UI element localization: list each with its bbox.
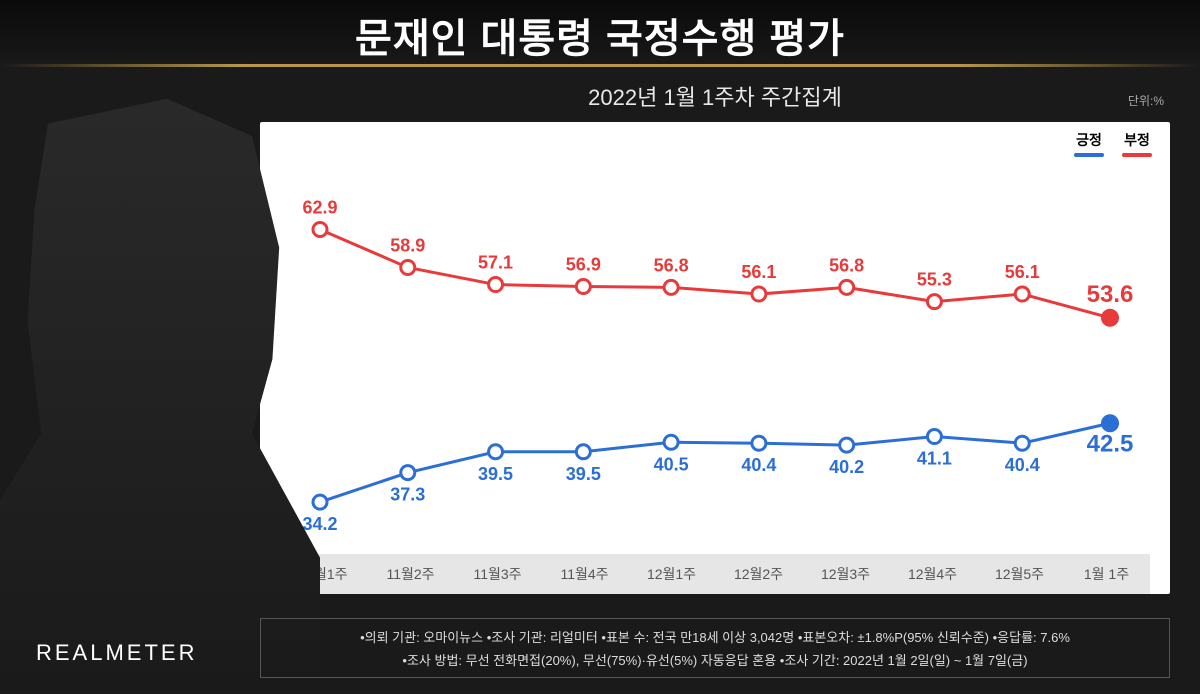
main-title: 문재인 대통령 국정수행 평가 (355, 6, 845, 64)
value-label-negative: 56.8 (829, 255, 864, 275)
marker-negative (927, 295, 941, 309)
value-label-negative: 56.1 (1005, 262, 1040, 282)
plot-area: 62.9 58.9 57.1 56.9 56.8 56.1 56.8 55.3 56.1 53.6… (280, 162, 1150, 542)
marker-positive (1015, 436, 1029, 450)
x-tick: 12월2주 (715, 554, 802, 594)
unit-label: 단위:% (1128, 92, 1164, 109)
marker-positive (840, 438, 854, 452)
value-label-negative: 62.9 (302, 197, 337, 217)
marker-positive (927, 430, 941, 444)
value-label-positive: 42.5 (1087, 430, 1134, 457)
series-line-positive (320, 423, 1110, 502)
x-tick: 11월4주 (541, 554, 628, 594)
marker-negative (1015, 287, 1029, 301)
value-label-positive: 40.4 (741, 455, 776, 475)
marker-positive (664, 435, 678, 449)
value-label-positive: 41.1 (917, 449, 952, 469)
x-axis: 11월1주11월2주11월3주11월4주12월1주12월2주12월3주12월4주… (280, 554, 1150, 594)
chart-card: 긍정 부정 62.9 58.9 57.1 56.9 56.8 56.1 56.8 55.3 56… (260, 122, 1170, 594)
legend-negative-swatch (1122, 153, 1152, 157)
marker-positive (401, 466, 415, 480)
subtitle: 2022년 1월 1주차 주간집계 (260, 80, 1170, 112)
survey-footnote: •의뢰 기관: 오마이뉴스 •조사 기관: 리얼미터 •표본 수: 전국 만18… (260, 618, 1170, 678)
value-label-negative: 56.8 (654, 255, 689, 275)
value-label-positive: 40.2 (829, 457, 864, 477)
series-line-negative (320, 229, 1110, 317)
x-tick: 12월5주 (976, 554, 1063, 594)
value-label-negative: 56.9 (566, 254, 601, 274)
footnote-line-2: •조사 방법: 무선 전화면접(20%), 무선(75%)·유선(5%) 자동응… (279, 650, 1151, 669)
x-tick: 11월2주 (367, 554, 454, 594)
x-tick: 12월3주 (802, 554, 889, 594)
legend-negative-label: 부정 (1124, 130, 1150, 150)
value-label-positive: 40.5 (654, 454, 689, 474)
x-tick: 11월3주 (454, 554, 541, 594)
value-label-negative: 56.1 (741, 262, 776, 282)
marker-positive (752, 436, 766, 450)
legend-positive-label: 긍정 (1076, 130, 1102, 150)
marker-positive (313, 495, 327, 509)
marker-positive (489, 445, 503, 459)
legend-positive-swatch (1074, 153, 1104, 157)
x-tick: 12월1주 (628, 554, 715, 594)
x-tick: 1월 1주 (1063, 554, 1150, 594)
value-label-positive: 40.4 (1005, 455, 1040, 475)
brand-logo: REALMETER (36, 640, 197, 666)
value-label-positive: 39.5 (566, 464, 601, 484)
line-chart-svg: 62.9 58.9 57.1 56.9 56.8 56.1 56.8 55.3 56.1 53.6… (280, 162, 1150, 542)
value-label-negative: 58.9 (390, 235, 425, 255)
marker-positive (576, 445, 590, 459)
marker-negative (752, 287, 766, 301)
footnote-line-1: •의뢰 기관: 오마이뉴스 •조사 기관: 리얼미터 •표본 수: 전국 만18… (279, 627, 1151, 646)
marker-negative (489, 278, 503, 292)
marker-negative (313, 222, 327, 236)
marker-negative (576, 279, 590, 293)
value-label-negative: 53.6 (1087, 281, 1134, 308)
value-label-positive: 39.5 (478, 464, 513, 484)
legend-negative: 부정 (1122, 130, 1152, 157)
legend: 긍정 부정 (1074, 130, 1152, 157)
legend-positive: 긍정 (1074, 130, 1104, 157)
marker-negative (401, 260, 415, 274)
header-bar: 문재인 대통령 국정수행 평가 (0, 0, 1200, 70)
value-label-negative: 55.3 (917, 270, 952, 290)
marker-negative (840, 280, 854, 294)
value-label-positive: 37.3 (390, 485, 425, 505)
value-label-negative: 57.1 (478, 253, 513, 273)
marker-final-negative (1101, 309, 1119, 327)
value-label-positive: 34.2 (302, 514, 337, 534)
marker-negative (664, 280, 678, 294)
x-tick: 12월4주 (889, 554, 976, 594)
